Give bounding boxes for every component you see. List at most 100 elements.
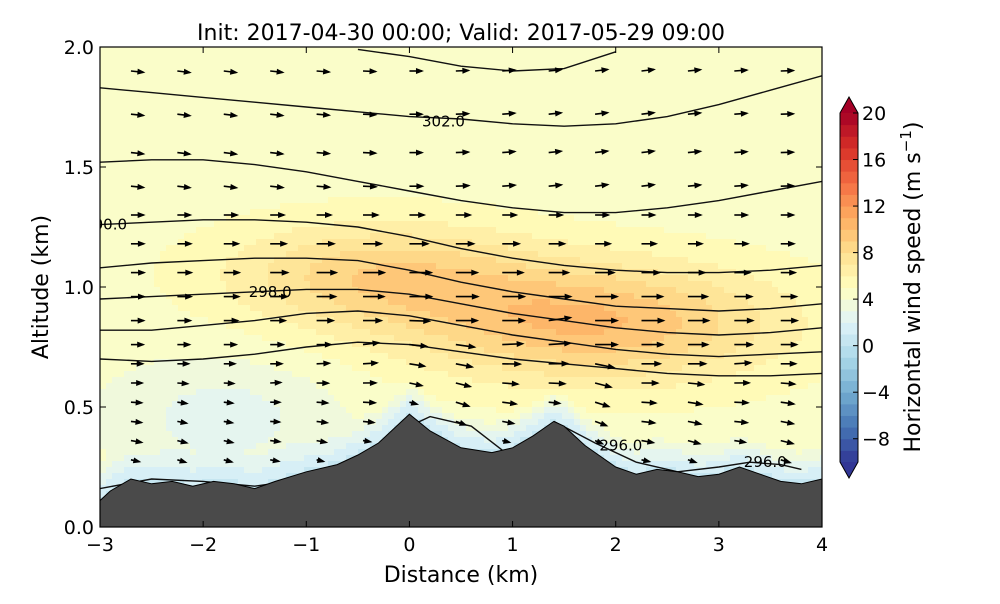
speed-cell — [436, 395, 443, 402]
speed-cell — [286, 179, 293, 186]
speed-cell — [100, 125, 107, 132]
speed-cell — [334, 125, 341, 132]
speed-cell — [310, 353, 317, 360]
speed-cell — [382, 347, 389, 354]
speed-cell — [340, 83, 347, 90]
speed-cell — [232, 395, 239, 402]
speed-cell — [148, 113, 155, 120]
speed-cell — [124, 197, 131, 204]
speed-cell — [472, 203, 479, 210]
speed-cell — [202, 209, 209, 216]
speed-cell — [448, 431, 455, 438]
speed-cell — [238, 419, 245, 426]
speed-cell — [472, 119, 479, 126]
speed-cell — [268, 389, 275, 396]
speed-cell — [214, 413, 221, 420]
speed-cell — [100, 431, 107, 438]
speed-cell — [142, 443, 149, 450]
speed-cell — [196, 311, 203, 318]
speed-cell — [454, 425, 461, 432]
speed-cell — [184, 65, 191, 72]
speed-cell — [304, 425, 311, 432]
speed-cell — [304, 443, 311, 450]
speed-cell — [130, 227, 137, 234]
speed-cell — [226, 185, 233, 192]
speed-cell — [304, 299, 311, 306]
speed-cell — [244, 53, 251, 60]
speed-cell — [310, 131, 317, 138]
speed-cell — [382, 227, 389, 234]
speed-cell — [130, 389, 137, 396]
speed-cell — [274, 53, 281, 60]
speed-cell — [166, 191, 173, 198]
speed-cell — [328, 299, 335, 306]
speed-cell — [316, 131, 323, 138]
speed-cell — [160, 89, 167, 96]
speed-cell — [214, 467, 221, 474]
speed-cell — [106, 227, 113, 234]
speed-cell — [418, 143, 425, 150]
speed-cell — [238, 239, 245, 246]
speed-cell — [460, 377, 467, 384]
speed-cell — [430, 257, 437, 264]
speed-cell — [280, 89, 287, 96]
speed-cell — [412, 71, 419, 78]
speed-cell — [106, 95, 113, 102]
speed-cell — [262, 413, 269, 420]
speed-cell — [202, 467, 209, 474]
speed-cell — [442, 365, 449, 372]
speed-cell — [178, 221, 185, 228]
speed-cell — [256, 323, 263, 330]
speed-cell — [106, 47, 113, 54]
speed-cell — [460, 173, 467, 180]
speed-cell — [250, 455, 257, 462]
speed-cell — [268, 299, 275, 306]
speed-cell — [364, 113, 371, 120]
speed-cell — [166, 305, 173, 312]
speed-cell — [274, 143, 281, 150]
speed-cell — [250, 431, 257, 438]
speed-cell — [292, 137, 299, 144]
speed-cell — [442, 59, 449, 66]
speed-cell — [196, 161, 203, 168]
speed-cell — [442, 263, 449, 270]
speed-cell — [256, 269, 263, 276]
speed-cell — [220, 311, 227, 318]
speed-cell — [250, 191, 257, 198]
speed-cell — [190, 413, 197, 420]
speed-cell — [292, 149, 299, 156]
speed-cell — [310, 245, 317, 252]
speed-cell — [376, 395, 383, 402]
speed-cell — [202, 143, 209, 150]
speed-cell — [142, 317, 149, 324]
speed-cell — [148, 245, 155, 252]
speed-cell — [226, 101, 233, 108]
speed-cell — [166, 125, 173, 132]
speed-cell — [388, 113, 395, 120]
speed-cell — [208, 335, 215, 342]
speed-cell — [112, 455, 119, 462]
speed-cell — [250, 437, 257, 444]
speed-cell — [148, 161, 155, 168]
speed-cell — [382, 377, 389, 384]
speed-cell — [394, 335, 401, 342]
speed-cell — [202, 455, 209, 462]
speed-cell — [328, 245, 335, 252]
speed-cell — [292, 317, 299, 324]
speed-cell — [244, 389, 251, 396]
speed-cell — [136, 173, 143, 180]
speed-cell — [112, 437, 119, 444]
speed-cell — [112, 173, 119, 180]
speed-cell — [136, 209, 143, 216]
speed-cell — [130, 233, 137, 240]
speed-cell — [226, 305, 233, 312]
speed-cell — [388, 221, 395, 228]
speed-cell — [136, 89, 143, 96]
speed-cell — [454, 47, 461, 54]
speed-cell — [256, 77, 263, 84]
speed-cell — [100, 251, 107, 258]
speed-cell — [376, 377, 383, 384]
speed-cell — [154, 461, 161, 468]
speed-cell — [382, 257, 389, 264]
speed-cell — [334, 389, 341, 396]
